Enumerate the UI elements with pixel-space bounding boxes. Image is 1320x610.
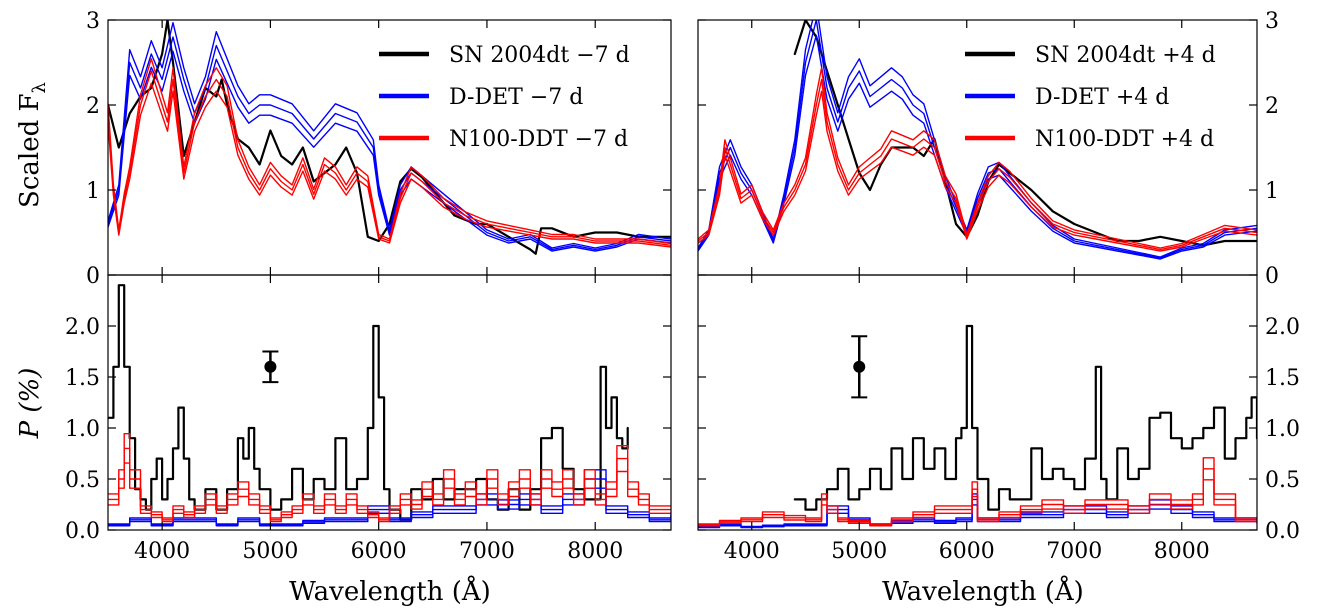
series-line-n100-ddt-7-d-2	[108, 58, 671, 245]
error-bar-point	[262, 350, 279, 384]
series-line-sn-2004dt-0	[108, 284, 629, 521]
x-tick-label: 6000	[939, 539, 995, 564]
y-tick-label: 1	[1265, 179, 1279, 204]
x-tick-label: 7000	[1046, 539, 1102, 564]
series-line-n100-ddt-4-d-2	[698, 67, 1257, 249]
plot-frame	[107, 274, 672, 531]
x-axis-title-left: Wavelength (Å)	[289, 575, 491, 607]
y-axis-title-flux: Scaled Fλ	[15, 82, 50, 208]
y-tick-label: 1	[86, 179, 100, 204]
y-tick-label: 2	[86, 94, 100, 119]
y-tick-label: 0.0	[65, 519, 100, 544]
panel-top-right: 0 1 2 3 SN 2004dt +4 d D-DET +4 d N100-DDT +4 …	[697, 9, 1279, 289]
y-tick-label: 1.5	[65, 366, 100, 391]
series-line-sn-2004dt-7-d-0	[108, 20, 671, 255]
chart-panels: 0 1 2 3 SN 2004dt −7 d D-DET −7 d N100-DDT −7 …	[65, 9, 1300, 564]
x-tick-label: 6000	[351, 539, 407, 564]
legend-label: N100-DDT −7 d	[449, 127, 628, 152]
legend-label: D-DET −7 d	[449, 85, 583, 110]
series-line-n100-ddt-0	[108, 462, 671, 523]
series-line-d-det-7-d-1	[108, 36, 671, 251]
y-tick-label: 0.5	[1265, 468, 1300, 493]
x-axis-title-right: Wavelength (Å)	[882, 575, 1084, 607]
legend-label: SN 2004dt −7 d	[449, 43, 630, 68]
panel-bottom-left: 0.0 0.5 1.0 1.5 2.0 4000 5000 6000 7000 8000	[65, 274, 672, 564]
y-axis-title-polarization: P (%)	[15, 368, 45, 440]
x-tick-label: 4000	[724, 539, 780, 564]
series-group	[698, 20, 1257, 260]
series-line-d-det-4-d-0	[698, 34, 1257, 260]
x-tick-label: 8000	[567, 539, 623, 564]
x-tick-label: 5000	[831, 539, 887, 564]
series-line-n100-ddt-4-d-1	[698, 78, 1257, 251]
y-tick-label: 0.5	[65, 468, 100, 493]
x-tick-label: 4000	[134, 539, 190, 564]
series-group	[108, 284, 671, 527]
x-tick-label: 5000	[242, 539, 298, 564]
legend: SN 2004dt +4 d D-DET +4 d N100-DDT +4 d	[965, 43, 1216, 152]
legend-label: D-DET +4 d	[1035, 85, 1169, 110]
plot-frame	[697, 274, 1258, 531]
y-axis-title-flux-subscript: λ	[29, 82, 50, 93]
series-line-n100-ddt-1	[108, 447, 671, 521]
series-group	[108, 20, 671, 255]
series-line-n100-ddt-7-d-0	[108, 82, 671, 248]
panel-bottom-right: 0.0 0.5 1.0 1.5 2.0 4000 5000 6000 7000 8000	[697, 274, 1300, 564]
legend-label: SN 2004dt +4 d	[1035, 43, 1216, 68]
y-tick-label: 1.5	[1265, 366, 1300, 391]
y-tick-label: 0.0	[1265, 519, 1300, 544]
y-tick-label: 2.0	[1265, 315, 1300, 340]
series-line-n100-ddt-2	[698, 457, 1257, 525]
series-group	[698, 324, 1257, 529]
y-tick-label: 3	[1265, 9, 1279, 34]
series-line-d-det-7-d-0	[108, 50, 671, 252]
series-line-n100-ddt-4-d-0	[698, 90, 1257, 252]
y-tick-label: 0	[86, 264, 100, 289]
series-line-sn-2004dt-0	[793, 324, 1257, 511]
legend-label: N100-DDT +4 d	[1035, 127, 1214, 152]
y-tick-label: 0	[1265, 264, 1279, 289]
x-tick-label: 7000	[459, 539, 515, 564]
y-tick-label: 1.0	[65, 417, 100, 442]
y-axis-title-flux-main: Scaled F	[15, 93, 45, 208]
series-line-n100-ddt-7-d-1	[108, 70, 671, 246]
y-tick-label: 2.0	[65, 315, 100, 340]
y-tick-label: 2	[1265, 94, 1279, 119]
y-tick-label: 1.0	[1265, 417, 1300, 442]
series-line-n100-ddt-2	[108, 433, 671, 519]
y-tick-label: 3	[86, 9, 100, 34]
panel-top-left: 0 1 2 3 SN 2004dt −7 d D-DET −7 d N100-DDT −7 …	[86, 9, 672, 289]
error-bar-point	[851, 335, 868, 399]
legend: SN 2004dt −7 d D-DET −7 d N100-DDT −7 d	[379, 43, 630, 152]
x-tick-label: 8000	[1154, 539, 1210, 564]
series-line-d-det-4-d-1	[698, 20, 1257, 259]
